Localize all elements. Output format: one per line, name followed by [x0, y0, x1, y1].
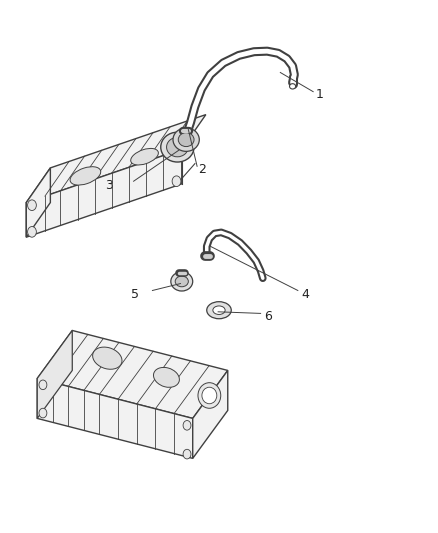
Ellipse shape [171, 272, 193, 291]
Ellipse shape [175, 276, 188, 287]
Polygon shape [37, 330, 72, 418]
Ellipse shape [207, 302, 231, 319]
Ellipse shape [131, 148, 159, 165]
Circle shape [39, 408, 47, 418]
Ellipse shape [178, 133, 194, 147]
Ellipse shape [213, 306, 225, 314]
Circle shape [39, 380, 47, 390]
Text: 1: 1 [315, 88, 323, 101]
Ellipse shape [70, 167, 101, 185]
Circle shape [28, 227, 36, 237]
Circle shape [28, 200, 36, 211]
Polygon shape [26, 149, 182, 237]
Text: 5: 5 [131, 288, 138, 301]
Text: 4: 4 [301, 288, 309, 301]
Ellipse shape [202, 387, 217, 404]
Polygon shape [37, 330, 228, 418]
Ellipse shape [198, 383, 221, 408]
Ellipse shape [290, 84, 296, 89]
Polygon shape [26, 168, 50, 237]
Text: 2: 2 [198, 163, 206, 176]
Text: 3: 3 [105, 179, 113, 192]
Polygon shape [26, 115, 206, 203]
Ellipse shape [161, 132, 194, 162]
Circle shape [183, 421, 191, 430]
Polygon shape [193, 370, 228, 458]
Circle shape [172, 147, 181, 157]
Circle shape [183, 449, 191, 459]
Polygon shape [37, 378, 193, 458]
Ellipse shape [92, 347, 122, 369]
Ellipse shape [173, 128, 199, 151]
Text: 6: 6 [264, 310, 272, 323]
Ellipse shape [153, 367, 180, 387]
Circle shape [172, 176, 181, 187]
Ellipse shape [166, 138, 188, 157]
